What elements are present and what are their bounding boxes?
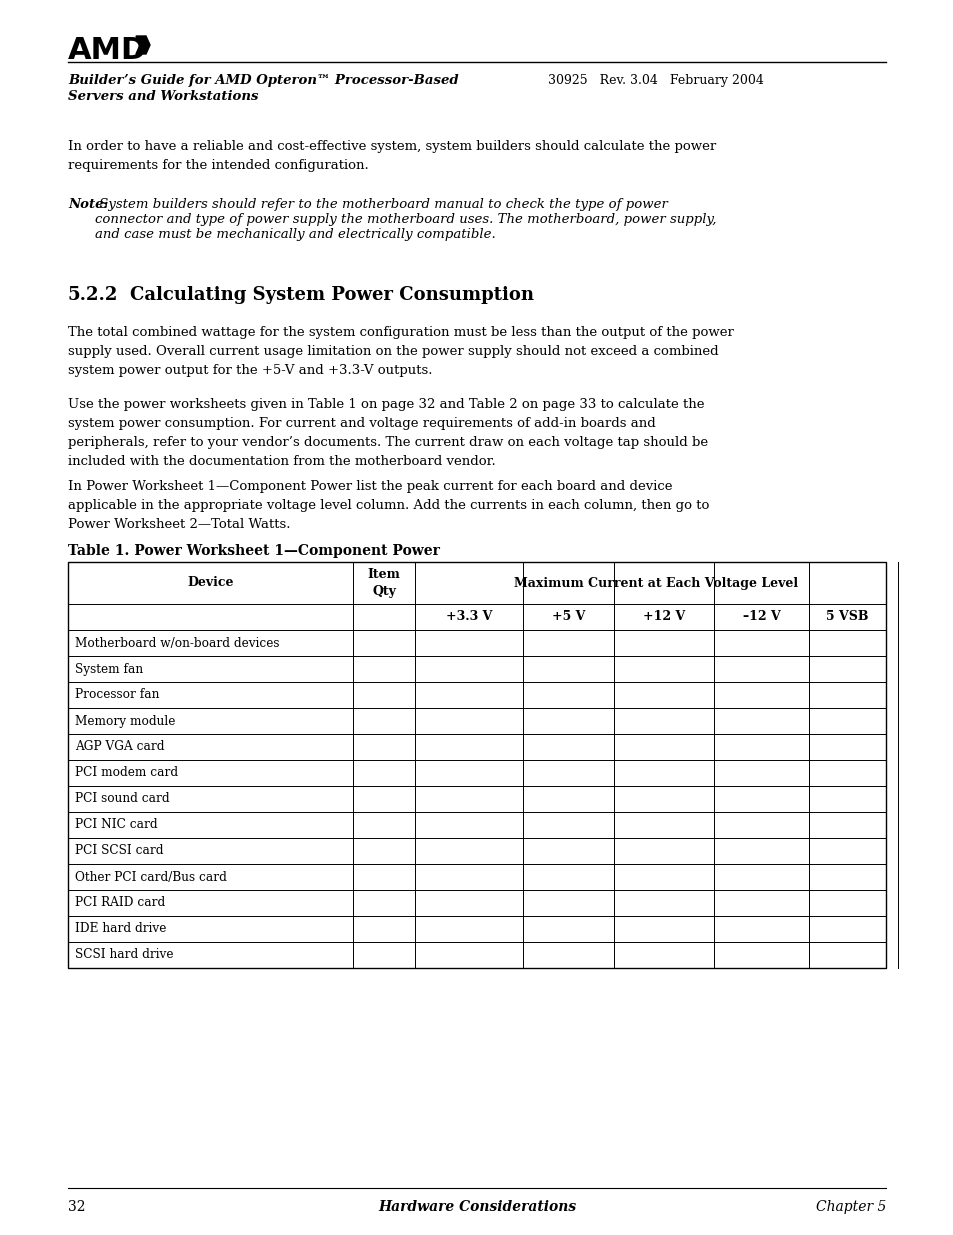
Text: PCI sound card: PCI sound card	[75, 793, 170, 805]
Bar	[68, 562, 885, 968]
Text: Hardware Considerations: Hardware Considerations	[377, 1200, 576, 1214]
Text: In order to have a reliable and cost-effective system, system builders should ca: In order to have a reliable and cost-eff…	[68, 140, 716, 172]
Text: PCI modem card: PCI modem card	[75, 767, 178, 779]
Text: Device: Device	[187, 577, 233, 589]
Text: PCI SCSI card: PCI SCSI card	[75, 845, 163, 857]
Text: System fan: System fan	[75, 662, 143, 676]
Text: 5.2.2: 5.2.2	[68, 287, 118, 304]
Text: –12 V: –12 V	[741, 610, 780, 624]
Text: System builders should refer to the motherboard manual to check the type of powe: System builders should refer to the moth…	[95, 198, 667, 211]
Text: AMD: AMD	[68, 36, 147, 65]
Polygon shape	[136, 36, 150, 54]
Text: IDE hard drive: IDE hard drive	[75, 923, 166, 935]
Text: Processor fan: Processor fan	[75, 688, 159, 701]
Text: PCI RAID card: PCI RAID card	[75, 897, 165, 909]
Text: Item
Qty: Item Qty	[367, 568, 400, 598]
Text: SCSI hard drive: SCSI hard drive	[75, 948, 173, 962]
Text: Builder’s Guide for AMD Opteron™ Processor-Based: Builder’s Guide for AMD Opteron™ Process…	[68, 74, 458, 86]
Text: connector and type of power supply the motherboard uses. The motherboard, power : connector and type of power supply the m…	[95, 212, 716, 226]
Text: 5 VSB: 5 VSB	[825, 610, 868, 624]
Text: +5 V: +5 V	[551, 610, 584, 624]
Text: PCI NIC card: PCI NIC card	[75, 819, 157, 831]
Text: In Power Worksheet 1—Component Power list the peak current for each board and de: In Power Worksheet 1—Component Power lis…	[68, 480, 709, 531]
Text: Note:: Note:	[68, 198, 109, 211]
Text: Table 1. Power Worksheet 1—Component Power: Table 1. Power Worksheet 1—Component Pow…	[68, 543, 439, 558]
Text: Calculating System Power Consumption: Calculating System Power Consumption	[130, 287, 534, 304]
Text: Chapter 5: Chapter 5	[815, 1200, 885, 1214]
Text: +3.3 V: +3.3 V	[445, 610, 492, 624]
Text: +12 V: +12 V	[642, 610, 684, 624]
Text: Use the power worksheets given in Table 1 on page 32 and Table 2 on page 33 to c: Use the power worksheets given in Table …	[68, 398, 707, 468]
Text: Memory module: Memory module	[75, 715, 175, 727]
Text: 30925   Rev. 3.04   February 2004: 30925 Rev. 3.04 February 2004	[547, 74, 763, 86]
Text: Servers and Workstations: Servers and Workstations	[68, 90, 258, 103]
Text: AGP VGA card: AGP VGA card	[75, 741, 164, 753]
Text: 32: 32	[68, 1200, 86, 1214]
Text: The total combined wattage for the system configuration must be less than the ou: The total combined wattage for the syste…	[68, 326, 733, 377]
Text: and case must be mechanically and electrically compatible.: and case must be mechanically and electr…	[95, 228, 496, 241]
Text: Other PCI card/Bus card: Other PCI card/Bus card	[75, 871, 227, 883]
Text: Motherboard w/on-board devices: Motherboard w/on-board devices	[75, 636, 279, 650]
Text: Maximum Current at Each Voltage Level: Maximum Current at Each Voltage Level	[514, 577, 798, 589]
